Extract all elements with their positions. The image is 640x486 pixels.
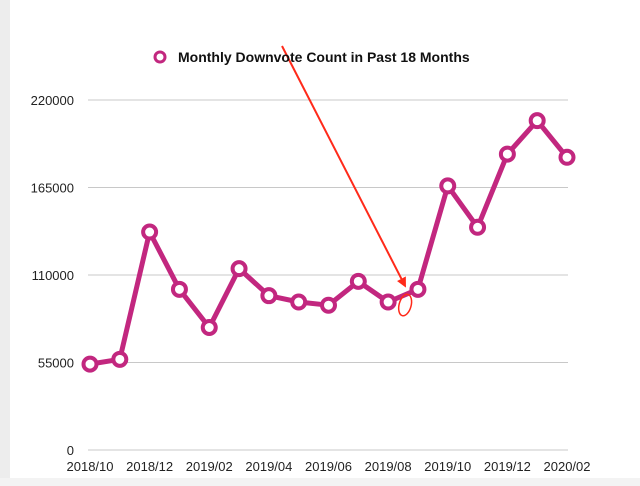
legend-marker: [153, 50, 167, 64]
data-point: [409, 280, 427, 298]
x-axis-tick-labels: 2018/10 2018/12 2019/02 2019/04 2019/06 2019/…: [67, 459, 591, 474]
data-series: [81, 112, 576, 373]
data-point: [379, 293, 397, 311]
y-tick-label: 220000: [31, 93, 74, 108]
x-tick-label: 2019/04: [245, 459, 292, 474]
y-tick-label: 110000: [32, 268, 74, 283]
x-tick-label: 2019/10: [424, 459, 471, 474]
y-tick-label: 0: [67, 443, 74, 458]
data-point: [170, 280, 188, 298]
data-point: [290, 293, 308, 311]
y-tick-label: 55000: [38, 356, 74, 371]
data-point: [230, 260, 248, 278]
window-edge-left: [0, 0, 10, 486]
x-tick-label: 2019/02: [186, 459, 233, 474]
data-point: [349, 272, 367, 290]
series-line: [87, 118, 570, 367]
data-point: [558, 148, 576, 166]
x-tick-label: 2018/10: [67, 459, 114, 474]
legend: Monthly Downvote Count in Past 18 Months: [153, 49, 470, 65]
x-tick-label: 2020/02: [544, 459, 591, 474]
data-point: [320, 296, 337, 314]
data-point: [439, 177, 457, 195]
data-point: [528, 112, 546, 130]
annotation-arrow: [281, 45, 406, 288]
y-tick-label: 165000: [31, 181, 74, 196]
data-point: [469, 218, 487, 236]
x-tick-label: 2019/12: [484, 459, 531, 474]
data-point: [141, 223, 159, 241]
x-tick-label: 2019/08: [365, 459, 412, 474]
data-point: [200, 319, 218, 336]
x-tick-label: 2019/06: [305, 459, 352, 474]
annotation: [281, 45, 413, 317]
data-point: [81, 355, 99, 373]
annotation-circle: [397, 293, 413, 317]
window-edge-bottom: [0, 478, 640, 486]
data-point: [111, 350, 129, 368]
grid-lines: [88, 99, 568, 451]
data-point: [260, 287, 278, 305]
legend-label: Monthly Downvote Count in Past 18 Months: [178, 49, 470, 65]
x-tick-label: 2018/12: [126, 459, 173, 474]
data-point: [498, 145, 516, 163]
y-axis-tick-labels: 0 55000 110000 165000 220000: [31, 93, 74, 458]
